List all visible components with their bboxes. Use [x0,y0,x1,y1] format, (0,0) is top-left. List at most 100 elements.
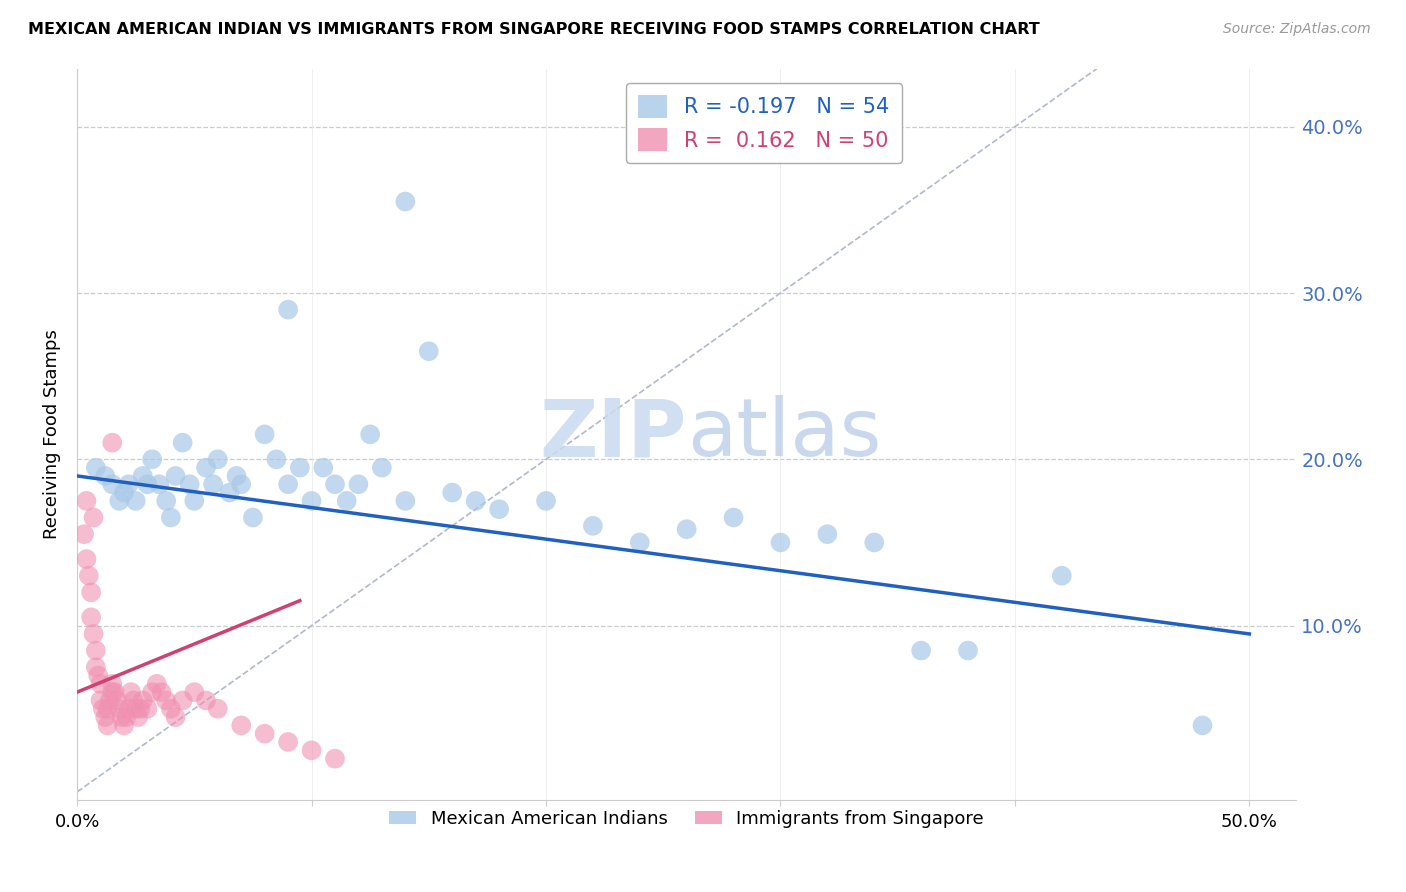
Point [155,494,177,508]
Point [80,585,103,599]
Point [84,660,107,674]
Point [231,477,253,491]
Point [77,568,100,582]
Point [120,685,142,699]
Point [73,527,96,541]
Point [323,477,346,491]
Point [87,668,110,682]
Point [347,477,370,491]
Text: Source: ZipAtlas.com: Source: ZipAtlas.com [1223,22,1371,37]
Text: atlas: atlas [686,395,882,474]
Point [136,702,159,716]
Point [323,751,346,765]
Point [101,677,124,691]
Point [94,469,117,483]
Point [101,685,124,699]
Point [122,693,145,707]
Point [418,344,440,359]
Point [534,494,557,508]
Point [125,494,148,508]
Point [225,469,247,483]
Point [90,677,112,691]
Point [910,643,932,657]
Point [148,477,170,491]
Point [108,494,131,508]
Point [179,477,201,491]
Point [394,494,416,508]
Point [815,527,838,541]
Point [129,702,152,716]
Point [172,435,194,450]
Point [582,518,605,533]
Point [98,693,121,707]
Y-axis label: Receiving Food Stamps: Receiving Food Stamps [44,329,60,540]
Point [218,485,240,500]
Point [160,510,183,524]
Point [183,494,205,508]
Point [97,702,120,716]
Point [266,452,288,467]
Point [195,460,218,475]
Point [242,510,264,524]
Point [1050,568,1073,582]
Point [165,710,187,724]
Point [76,494,98,508]
Point [183,685,205,699]
Point [253,727,276,741]
Point [84,643,107,657]
Point [101,477,124,491]
Point [231,718,253,732]
Point [76,552,98,566]
Point [277,735,299,749]
Point [155,693,177,707]
Point [359,427,381,442]
Point [207,702,229,716]
Point [441,485,464,500]
Point [336,494,359,508]
Point [132,693,155,707]
Point [312,460,335,475]
Point [301,743,323,757]
Point [277,477,299,491]
Point [202,477,225,491]
Point [160,702,183,716]
Point [146,677,169,691]
Point [165,469,187,483]
Point [118,477,141,491]
Point [112,718,135,732]
Point [956,643,979,657]
Point [136,477,159,491]
Point [488,502,510,516]
Point [769,535,792,549]
Point [83,627,105,641]
Point [125,702,148,716]
Point [108,702,131,716]
Point [80,610,103,624]
Point [115,710,138,724]
Point [118,702,141,716]
Point [150,685,173,699]
Point [141,685,163,699]
Legend: Mexican American Indians, Immigrants from Singapore: Mexican American Indians, Immigrants fro… [382,803,991,835]
Point [172,693,194,707]
Point [105,693,128,707]
Text: 50.0%: 50.0% [1220,814,1278,831]
Point [863,535,886,549]
Point [94,710,117,724]
Point [253,427,276,442]
Point [195,693,218,707]
Point [723,510,745,524]
Point [127,710,149,724]
Point [111,710,134,724]
Point [112,485,135,500]
Point [84,460,107,475]
Text: MEXICAN AMERICAN INDIAN VS IMMIGRANTS FROM SINGAPORE RECEIVING FOOD STAMPS CORRE: MEXICAN AMERICAN INDIAN VS IMMIGRANTS FR… [28,22,1040,37]
Point [83,510,105,524]
Point [97,718,120,732]
Text: ZIP: ZIP [540,395,686,474]
Point [207,452,229,467]
Point [277,302,299,317]
Point [288,460,311,475]
Point [141,452,163,467]
Point [104,685,127,699]
